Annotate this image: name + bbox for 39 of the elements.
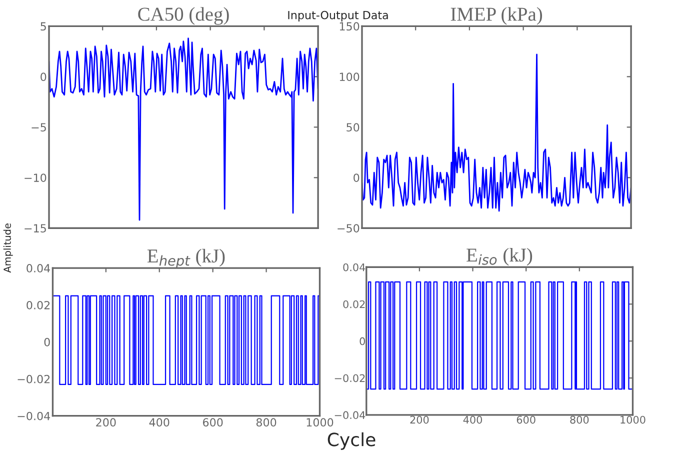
y-tick-label: 0: [44, 338, 50, 346]
y-tick-label: 100: [340, 72, 360, 82]
x-tick-label: 1000: [620, 416, 646, 424]
y-tick-label: 5: [40, 22, 46, 31]
line-series: [49, 38, 318, 221]
x-tick-label: 400: [149, 418, 170, 427]
y-tick-label: 150: [340, 22, 360, 31]
y-tick-label: −0.04: [334, 411, 366, 420]
y-tick-label: −0.02: [18, 374, 50, 384]
x-tick-label: 600: [203, 418, 223, 427]
line-series: [362, 54, 632, 212]
y-tick-label: −0.02: [334, 374, 365, 382]
chart-title: E$_{hept}$ (kJ): [147, 248, 225, 268]
y-tick-label: 0.04: [343, 263, 366, 272]
y-tick-label: 0: [354, 174, 360, 182]
y-tick-label: −0.04: [18, 412, 50, 420]
x-tick-label: 1000: [306, 418, 334, 427]
text: Input-Output Data: [288, 10, 388, 22]
y-tick-label: 0.02: [26, 300, 50, 310]
y-tick-label: 0: [360, 337, 366, 346]
x-axis-title: Cycle: [328, 432, 376, 450]
x-tick-label: 200: [96, 418, 116, 427]
x-tick-label: 800: [256, 418, 276, 427]
y-tick-label: −50: [338, 224, 360, 232]
y-axis-title: Amplitude: [3, 223, 13, 273]
x-tick-label: 600: [516, 416, 536, 424]
y-tick-label: −15: [24, 224, 46, 232]
y-tick-label: 50: [346, 123, 360, 132]
chart-title: CA50 (deg): [138, 7, 229, 25]
y-tick-label: 0.04: [26, 264, 50, 272]
x-tick-label: 800: [570, 416, 589, 424]
chart-title: IMEP (kPa): [450, 7, 542, 25]
chart-title: E$_{iso}$ (kJ): [466, 248, 532, 266]
y-tick-label: −5: [32, 123, 46, 132]
y-tick-label: −10: [24, 174, 46, 182]
x-tick-label: 400: [463, 416, 482, 424]
y-tick-label: 0.02: [343, 300, 365, 308]
y-tick-label: 0: [40, 72, 46, 82]
x-tick-label: 200: [410, 416, 429, 424]
